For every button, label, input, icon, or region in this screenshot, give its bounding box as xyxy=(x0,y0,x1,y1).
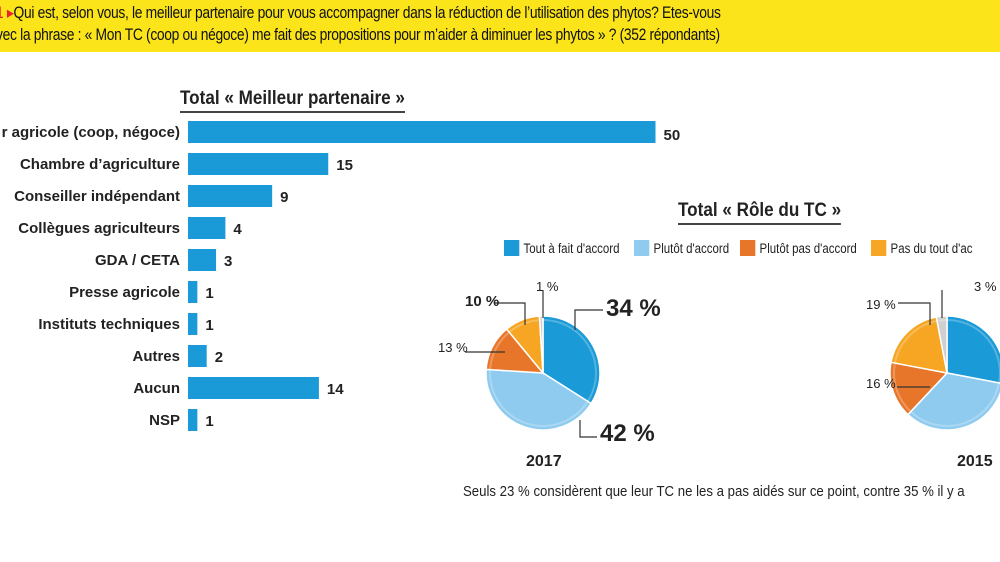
bar xyxy=(188,377,319,399)
leader-line xyxy=(495,302,526,325)
question-line-1: Qui est, selon vous, le meilleur partena… xyxy=(13,4,721,22)
legend-label: Tout à fait d'accord xyxy=(523,240,620,256)
question-line-2: vec la phrase : « Mon TC (coop ou négoce… xyxy=(0,26,720,44)
bar xyxy=(188,313,198,335)
bar-category-label: Conseiller indépendant xyxy=(14,188,180,205)
pie-2015-label-pas-du-tout: 19 % xyxy=(866,297,896,312)
pie-2015-label-other: 3 % xyxy=(974,279,997,294)
pie-2015-slice xyxy=(890,316,948,374)
legend-swatch xyxy=(739,240,756,256)
bar-category-label: Aucun xyxy=(133,380,180,397)
pie-chart-title: Total « Rôle du TC » xyxy=(678,199,842,225)
bar xyxy=(188,217,226,239)
bar-category-label: Chambre d’agriculture xyxy=(20,156,180,173)
pie-inner-ring xyxy=(893,319,1000,427)
bar-value-label: 14 xyxy=(327,381,344,398)
pie-2015-slice xyxy=(946,315,1000,384)
pie-2017-slice xyxy=(485,368,593,431)
legend-item: Pas du tout d'ac xyxy=(871,240,973,256)
legend-item: Plutôt d'accord xyxy=(633,240,730,256)
pie-2015-slice xyxy=(906,372,1000,431)
bar xyxy=(188,121,656,143)
bar-category-label: Instituts techniques xyxy=(38,316,180,333)
pie-2015-slice xyxy=(889,361,949,416)
bar-category-label: Presse agricole xyxy=(69,284,180,301)
pie-2017-label-pas-du-tout: 10 % xyxy=(465,293,500,310)
bar-chart-title: Total « Meilleur partenaire » xyxy=(180,87,405,113)
bar xyxy=(188,249,217,271)
legend-item: Plutôt pas d'accord xyxy=(739,240,857,256)
bar-value-label: 1 xyxy=(205,285,213,302)
pie-2017-label-plutot: 42 % xyxy=(600,420,655,447)
bar xyxy=(188,185,273,207)
bar-value-label: 3 xyxy=(224,253,232,270)
bar xyxy=(188,409,198,431)
bar-value-label: 9 xyxy=(280,189,288,206)
question-header: 1 ▸Qui est, selon vous, le meilleur part… xyxy=(0,0,1000,52)
bar-value-label: 1 xyxy=(205,413,213,430)
bar-value-label: 50 xyxy=(664,127,681,144)
bar-category-label: Autres xyxy=(132,348,180,365)
leader-line xyxy=(574,309,603,330)
bar xyxy=(188,281,198,303)
footnote: Seuls 23 % considèrent que leur TC ne le… xyxy=(463,483,965,500)
pie-inner-ring xyxy=(489,319,597,427)
legend-swatch xyxy=(633,240,650,256)
leader-line xyxy=(579,420,597,438)
legend-label: Pas du tout d'ac xyxy=(890,240,973,256)
pie-legend: Tout à fait d'accord Plutôt d'accord Plu… xyxy=(504,240,973,256)
legend-label: Plutôt pas d'accord xyxy=(759,240,857,256)
pie-2017-label-other: 1 % xyxy=(536,279,559,294)
bar-value-label: 15 xyxy=(336,157,353,174)
legend-label: Plutôt d'accord xyxy=(653,240,730,256)
pie-2017-year: 2017 xyxy=(526,453,562,470)
bar-value-label: 2 xyxy=(215,349,223,366)
bar-category-label: Collègues agriculteurs xyxy=(18,220,180,237)
bar-category-label: GDA / CETA xyxy=(95,252,180,269)
pie-2015-label-plutot-pas: 16 % xyxy=(866,376,896,391)
leader-line xyxy=(898,302,931,325)
bar-category-label: NSP xyxy=(149,412,180,429)
pie-2017-label-tout: 34 % xyxy=(606,295,661,322)
bar xyxy=(188,153,329,175)
legend-item: Tout à fait d'accord xyxy=(504,240,620,256)
legend-swatch xyxy=(871,240,887,256)
pie-2015-year: 2015 xyxy=(957,453,993,470)
question-marker: 1 ▸ xyxy=(0,4,14,22)
bar xyxy=(188,345,207,367)
bar-category-label: r agricole (coop, négoce) xyxy=(2,124,180,141)
legend-swatch xyxy=(504,240,520,256)
bar-value-label: 1 xyxy=(205,317,213,334)
pie-2017-label-plutot-pas: 13 % xyxy=(438,340,468,355)
bar-value-label: 4 xyxy=(233,221,242,238)
